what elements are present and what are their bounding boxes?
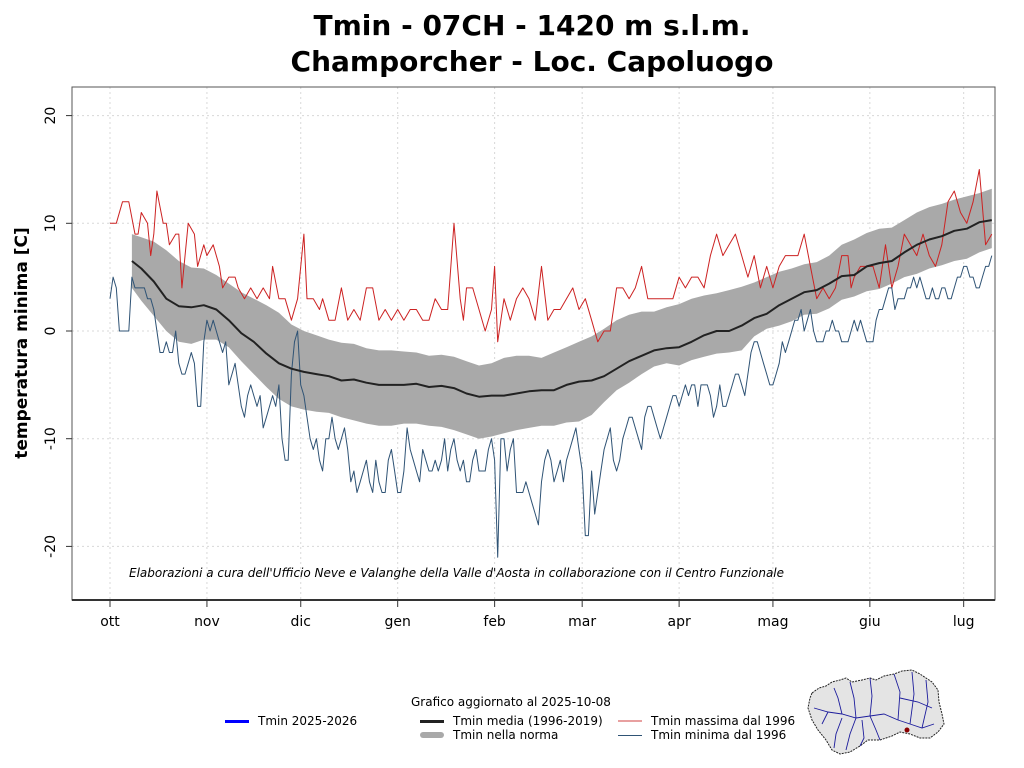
legend-item-mean: Tmin media (1996-2019) bbox=[420, 714, 603, 728]
region-map bbox=[807, 669, 945, 755]
legend-swatch-current bbox=[225, 719, 249, 723]
legend-label-band: Tmin nella norma bbox=[453, 728, 559, 742]
river-network bbox=[813, 671, 935, 751]
y-tick-label: 20 bbox=[43, 107, 59, 125]
legend-item-min: Tmin minima dal 1996 bbox=[618, 728, 786, 742]
chart-title-line-2: Champorcher - Loc. Capoluogo bbox=[290, 45, 774, 78]
x-tick-label: giu bbox=[859, 614, 881, 630]
y-tick-label: 10 bbox=[43, 214, 59, 232]
mean-line bbox=[131, 219, 992, 398]
x-tick-label: dic bbox=[291, 614, 311, 630]
x-tick-label: ott bbox=[100, 614, 120, 630]
legend-item-current: Tmin 2025-2026 bbox=[225, 714, 357, 728]
legend-swatch-band bbox=[420, 732, 444, 738]
norm-band-layer bbox=[131, 188, 992, 439]
series-layer bbox=[109, 169, 993, 558]
legend-label-mean: Tmin media (1996-2019) bbox=[453, 714, 603, 728]
x-tick-label: feb bbox=[483, 614, 506, 630]
x-tick-label: lug bbox=[953, 614, 975, 630]
y-axis-label: temperatura minima [C] bbox=[12, 227, 32, 459]
y-tick-label: 0 bbox=[43, 327, 59, 336]
region-outline bbox=[807, 669, 945, 755]
y-tick-label: -10 bbox=[43, 427, 59, 450]
grid bbox=[72, 87, 995, 600]
legend: Grafico aggiornato al 2025-10-08 Tmin 20… bbox=[0, 690, 1024, 760]
legend-swatch-max bbox=[618, 720, 642, 722]
x-tick-label: nov bbox=[194, 614, 220, 630]
max-line bbox=[110, 169, 993, 343]
legend-swatch-min bbox=[618, 734, 642, 736]
norm-band bbox=[131, 188, 992, 439]
station-marker bbox=[904, 727, 910, 733]
y-tick-label: -20 bbox=[43, 535, 59, 558]
x-tick-label: apr bbox=[667, 614, 690, 630]
x-tick-label: mar bbox=[568, 614, 596, 630]
chart-title-line-1: Tmin - 07CH - 1420 m s.l.m. bbox=[313, 9, 751, 42]
x-tick-label: mag bbox=[757, 614, 788, 630]
x-tick-label: gen bbox=[384, 614, 410, 630]
legend-item-band: Tmin nella norma bbox=[420, 728, 558, 742]
legend-swatch-mean bbox=[420, 719, 444, 723]
chart-title: Tmin - 07CH - 1420 m s.l.m. Champorcher … bbox=[0, 8, 1024, 80]
y-axis-ticks: -20 -10 0 10 20 bbox=[43, 107, 72, 558]
min-line bbox=[109, 255, 993, 558]
legend-label-current: Tmin 2025-2026 bbox=[258, 714, 358, 728]
chart-svg: ott nov dic gen feb mar apr mag giu lug -20 -10 0 10… bbox=[12, 86, 996, 630]
plot-frame bbox=[71, 86, 996, 601]
x-axis-ticks: ott nov dic gen feb mar apr mag giu lug bbox=[100, 600, 974, 630]
legend-label-max: Tmin massima dal 1996 bbox=[651, 714, 796, 728]
credit-text: Elaborazioni a cura dell'Ufficio Neve e … bbox=[129, 566, 784, 580]
legend-updated-text: Grafico aggiornato al 2025-10-08 bbox=[411, 695, 611, 709]
legend-item-max: Tmin massima dal 1996 bbox=[618, 714, 795, 728]
legend-label-min: Tmin minima dal 1996 bbox=[651, 728, 787, 742]
